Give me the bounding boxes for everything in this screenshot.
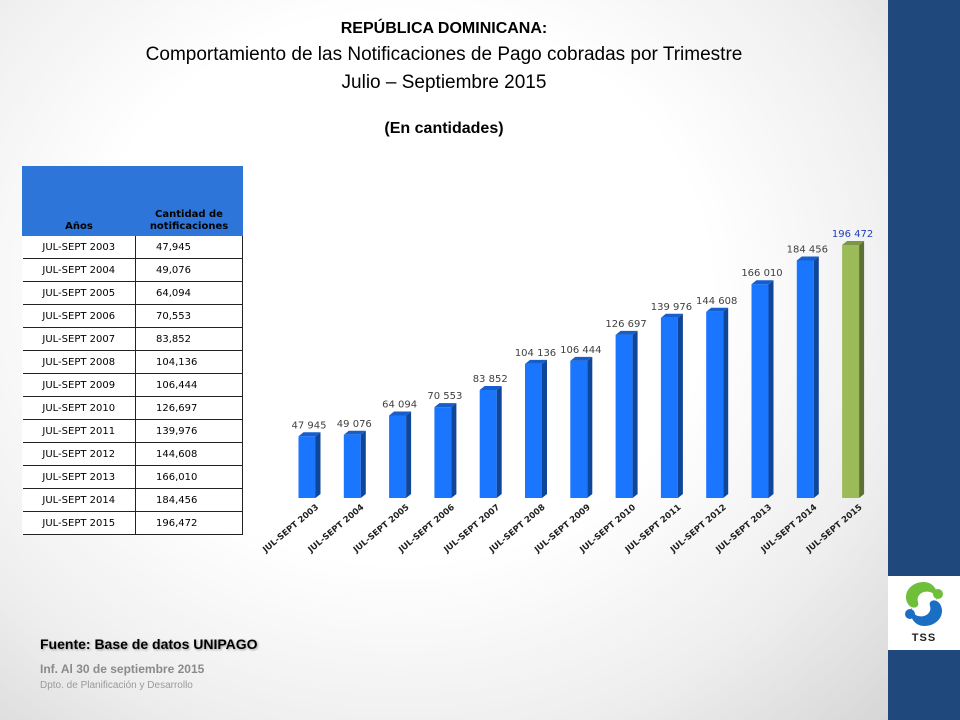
table-header-years: Años: [22, 166, 136, 236]
table-cell-period: JUL-SEPT 2014: [22, 488, 136, 512]
table-row: JUL-SEPT 2010 126,697: [22, 396, 243, 420]
table-cell-value: 47,945: [135, 235, 243, 259]
table-row: JUL-SEPT 2011 139,976: [22, 419, 243, 443]
table-cell-value: 49,076: [135, 258, 243, 282]
table-cell-period: JUL-SEPT 2015: [22, 511, 136, 535]
table-row: JUL-SEPT 2005 64,094: [22, 281, 243, 305]
tss-logo: TSS: [888, 576, 960, 650]
page-subtitle: (En cantidades): [384, 120, 504, 137]
data-label: 106 444: [560, 345, 601, 356]
page-title: REPÚBLICA DOMINICANA:: [340, 20, 548, 37]
report-date: Inf. Al 30 de septiembre 2015: [40, 662, 205, 676]
bar: [842, 241, 865, 498]
department-label: Dpto. de Planificación y Desarrollo: [40, 680, 193, 691]
table-row: JUL-SEPT 2013 166,010: [22, 465, 243, 489]
bar: [570, 356, 593, 498]
bar: [706, 307, 729, 498]
table-cell-period: JUL-SEPT 2003: [22, 235, 136, 259]
table-cell-period: JUL-SEPT 2011: [22, 419, 136, 443]
bar: [479, 386, 502, 498]
logo-label: TSS: [911, 632, 937, 644]
bar: [434, 403, 457, 498]
table-row: JUL-SEPT 2014 184,456: [22, 488, 243, 512]
data-label: 64 094: [382, 399, 417, 410]
table-cell-value: 70,553: [135, 304, 243, 328]
data-label: 49 076: [337, 419, 372, 430]
table-cell-value: 83,852: [135, 327, 243, 351]
bar: [298, 432, 321, 498]
data-label: 83 852: [473, 374, 508, 385]
tss-logo-icon: [905, 582, 943, 626]
table-cell-period: JUL-SEPT 2009: [22, 373, 136, 397]
table-cell-value: 184,456: [135, 488, 243, 512]
data-label: 144 608: [696, 296, 737, 307]
table-cell-period: JUL-SEPT 2013: [22, 465, 136, 489]
table-cell-period: JUL-SEPT 2005: [22, 281, 136, 305]
source-label: Fuente: Base de datos UNIPAGO: [40, 636, 258, 652]
table-header-row: Años Cantidad de notificaciones: [22, 166, 243, 236]
table-row: JUL-SEPT 2008 104,136: [22, 350, 243, 374]
bar: [660, 313, 683, 498]
data-label: 139 976: [651, 302, 692, 313]
data-label: 47 945: [292, 420, 327, 431]
data-label: 184 456: [787, 244, 828, 255]
data-label: 126 697: [605, 319, 646, 330]
data-label: 104 136: [515, 348, 556, 359]
table-cell-value: 139,976: [135, 419, 243, 443]
table-row: JUL-SEPT 2007 83,852: [22, 327, 243, 351]
data-label: 166 010: [741, 268, 782, 279]
table-cell-period: JUL-SEPT 2012: [22, 442, 136, 466]
table-cell-value: 64,094: [135, 281, 243, 305]
table-cell-period: JUL-SEPT 2008: [22, 350, 136, 374]
table-cell-period: JUL-SEPT 2007: [22, 327, 136, 351]
table-row: JUL-SEPT 2015 196,472: [22, 511, 243, 535]
table-row: JUL-SEPT 2003 47,945: [22, 235, 243, 259]
bar: [525, 359, 547, 498]
page-title-line-3: Julio – Septiembre 2015: [341, 72, 547, 93]
table-cell-period: JUL-SEPT 2006: [22, 304, 136, 328]
table-cell-value: 104,136: [135, 350, 243, 374]
table-row: JUL-SEPT 2009 106,444: [22, 373, 243, 397]
bar: [796, 256, 819, 498]
bar: [343, 430, 366, 498]
bar: [615, 330, 638, 498]
table-header-count: Cantidad de notificaciones: [135, 166, 243, 236]
table-cell-value: 106,444: [135, 373, 243, 397]
table-cell-value: 166,010: [135, 465, 243, 489]
data-label: 70 553: [427, 391, 462, 402]
table-cell-value: 126,697: [135, 396, 243, 420]
table-cell-value: 196,472: [135, 511, 243, 535]
bar: [389, 411, 412, 498]
table-cell-value: 144,608: [135, 442, 243, 466]
table-cell-period: JUL-SEPT 2004: [22, 258, 136, 282]
table-row: JUL-SEPT 2004 49,076: [22, 258, 243, 282]
data-label: 196 472: [832, 229, 873, 240]
table-row: JUL-SEPT 2012 144,608: [22, 442, 243, 466]
table-row: JUL-SEPT 2006 70,553: [22, 304, 243, 328]
data-table: Años Cantidad de notificaciones JUL-SEPT…: [22, 166, 243, 535]
bar: [751, 280, 774, 498]
page-title-line-2: Comportamiento de las Notificaciones de …: [145, 44, 743, 65]
table-cell-period: JUL-SEPT 2010: [22, 396, 136, 420]
